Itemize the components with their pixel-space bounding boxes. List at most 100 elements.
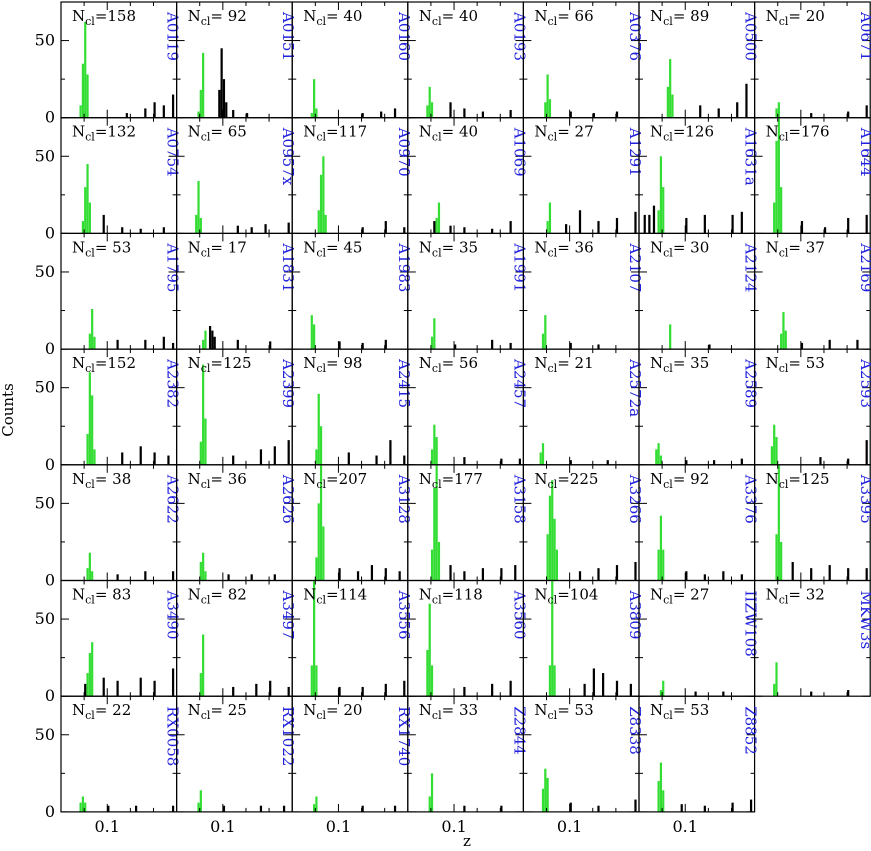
ncl-sub: cl: [201, 709, 211, 722]
bg-bar: [865, 214, 868, 234]
bg-bar: [606, 460, 609, 465]
member-bar: [659, 455, 663, 465]
ncl-n: N: [419, 701, 432, 719]
ncl-label: Ncl=176: [766, 123, 830, 144]
ncl-label: Ncl=225: [534, 470, 598, 491]
ncl-sub: cl: [432, 594, 442, 607]
ncl-n: N: [534, 238, 547, 256]
ncl-sub: cl: [548, 362, 558, 375]
ncl-sub: cl: [85, 709, 95, 722]
member-bar: [544, 315, 547, 350]
ncl-n: N: [72, 586, 85, 604]
member-bar: [91, 642, 94, 697]
ncl-value: = 40: [326, 7, 362, 25]
bg-bar: [384, 221, 387, 234]
bg-bar: [712, 460, 716, 465]
bg-bar: [116, 574, 119, 581]
cluster-name: A3809: [626, 590, 644, 640]
ncl-n: N: [419, 7, 432, 25]
bg-bar: [865, 568, 868, 581]
member-bar: [91, 571, 94, 581]
ncl-n: N: [188, 238, 201, 256]
ncl-sub: cl: [779, 15, 789, 28]
cluster-name: A0671: [857, 11, 871, 61]
member-bar: [548, 202, 552, 234]
ncl-sub: cl: [85, 246, 95, 259]
member-bar: [546, 221, 549, 234]
member-bar: [430, 549, 434, 581]
member-bar: [86, 433, 89, 465]
ncl-sub: cl: [201, 478, 211, 491]
panel-A1631a: Ncl=126 A1631a: [638, 117, 760, 234]
cluster-name: MKW3s: [857, 591, 871, 650]
ncl-label: Ncl=126: [650, 123, 714, 144]
ncl-sub: cl: [432, 709, 442, 722]
member-bar: [657, 210, 660, 234]
ncl-n: N: [72, 354, 85, 372]
cluster-name: A0160: [395, 11, 413, 61]
ncl-sub: cl: [316, 478, 326, 491]
member-bar: [433, 318, 436, 350]
bg-bar: [694, 691, 697, 697]
bg-bar: [375, 455, 378, 465]
panel-A2107: Ncl= 36 A2107: [522, 232, 644, 350]
member-bar: [662, 187, 665, 234]
member-bar: [88, 333, 91, 350]
bg-bar: [171, 94, 175, 118]
y-tick-label: 50: [35, 725, 55, 744]
ncl-value: = 82: [210, 586, 246, 604]
ncl-label: Ncl= 53: [534, 701, 593, 722]
bg-bar: [384, 683, 387, 697]
bg-bar: [810, 113, 813, 118]
bg-bar: [491, 228, 494, 234]
ncl-label: Ncl= 20: [766, 7, 825, 28]
ncl-value: = 32: [788, 586, 824, 604]
bg-bar: [749, 799, 753, 812]
ncl-sub: cl: [548, 15, 558, 28]
member-bar: [313, 580, 316, 697]
ncl-label: Ncl= 40: [419, 7, 478, 28]
ncl-value: = 83: [95, 586, 131, 604]
ncl-n: N: [766, 470, 779, 488]
panel-A0500: Ncl= 89 A0500: [638, 1, 760, 119]
member-bar: [324, 214, 327, 234]
bg-bar: [153, 680, 156, 697]
panel-A3809: Ncl=104 A3809: [522, 579, 644, 697]
bg-bar: [121, 227, 124, 234]
member-bar: [84, 802, 87, 812]
bg-bar: [634, 561, 637, 581]
bg-bar: [597, 344, 600, 350]
bg-bar: [740, 458, 743, 465]
member-bar: [659, 515, 663, 581]
panel-MKW3s: Ncl= 32 MKW3s: [753, 579, 871, 697]
cluster-name: A2415: [395, 358, 413, 408]
cluster-name: A0970: [395, 127, 413, 177]
member-bar: [657, 443, 660, 465]
ncl-label: Ncl= 65: [188, 123, 247, 144]
cluster-name: A1831: [279, 242, 297, 292]
ncl-sub: cl: [432, 246, 442, 259]
bg-bar: [153, 102, 156, 118]
ncl-value: = 33: [442, 701, 478, 719]
cluster-name: A0193: [510, 11, 528, 61]
ncl-label: Ncl=117: [303, 123, 367, 144]
x-tick-label: 0.1: [210, 817, 235, 836]
member-bar: [553, 518, 556, 581]
bg-bar: [847, 111, 850, 118]
bg-bar: [615, 680, 619, 697]
bg-bar: [629, 683, 632, 697]
member-bar: [204, 418, 207, 465]
cluster-name: RX1022: [279, 706, 297, 766]
ncl-value: = 56: [442, 354, 478, 372]
bg-bar: [361, 113, 364, 118]
ncl-value: = 30: [673, 238, 709, 256]
member-bar: [315, 108, 318, 118]
member-bar: [322, 156, 325, 234]
cluster-name: RX1740: [395, 706, 413, 766]
bg-bar: [699, 105, 702, 118]
member-bar: [437, 202, 441, 234]
ncl-label: Ncl= 40: [419, 123, 478, 144]
cluster-name: A2399: [279, 358, 297, 408]
cluster-name: A2169: [857, 242, 871, 292]
bg-bar: [236, 225, 239, 234]
